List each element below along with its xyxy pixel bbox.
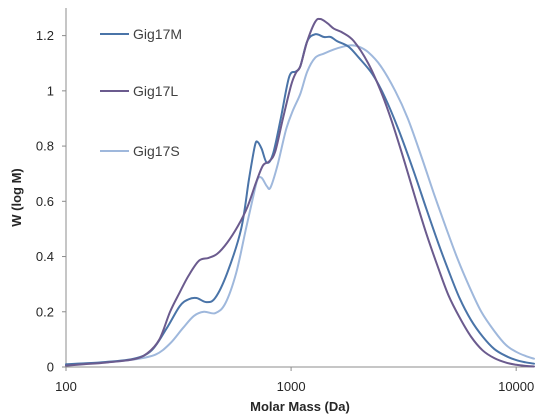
legend: Gig17M Gig17L Gig17S	[100, 26, 182, 159]
x-tick-label: 10000	[498, 379, 534, 394]
series-line-gig17l	[65, 17, 535, 368]
y-axis-title: W (log M)	[9, 168, 24, 226]
x-tick-label: 1000	[277, 379, 306, 394]
x-tick-label: 100	[55, 379, 77, 394]
y-axis-ticks: 0 0.2 0.4 0.6 0.8 1 1.2	[36, 28, 66, 375]
series-lines	[65, 17, 535, 368]
x-axis-title: Molar Mass (Da)	[250, 399, 350, 414]
y-tick-label: 0.8	[36, 139, 54, 154]
y-tick-label: 0.4	[36, 249, 54, 264]
y-tick-label: 1	[47, 83, 54, 98]
y-tick-label: 1.2	[36, 28, 54, 43]
axes	[65, 8, 534, 368]
y-tick-label: 0.2	[36, 304, 54, 319]
x-axis-ticks: 100 1000 10000	[55, 367, 534, 394]
y-tick-label: 0.6	[36, 194, 54, 209]
series-line-gig17s	[65, 44, 535, 366]
legend-label: Gig17S	[133, 143, 180, 159]
y-tick-label: 0	[47, 360, 54, 375]
legend-label: Gig17L	[133, 83, 178, 99]
legend-label: Gig17M	[133, 26, 182, 42]
